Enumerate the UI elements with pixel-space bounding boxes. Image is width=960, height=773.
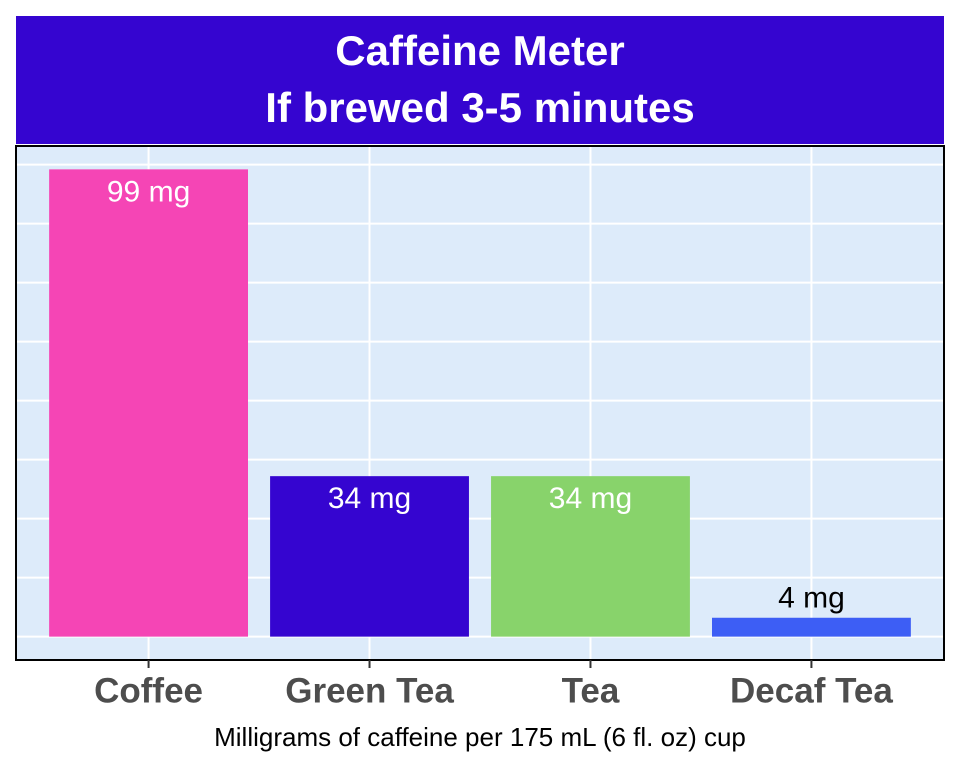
x-tick-label: Green Tea <box>285 671 454 710</box>
value-label: 99 mg <box>107 175 190 208</box>
title-band <box>16 16 944 144</box>
chart-title: Caffeine Meter <box>335 27 624 74</box>
x-tick-label: Coffee <box>94 671 203 710</box>
value-label: 4 mg <box>778 582 845 615</box>
value-label: 34 mg <box>328 482 411 515</box>
bar <box>270 476 469 637</box>
bar <box>491 476 690 637</box>
x-tick-label: Decaf Tea <box>730 671 893 710</box>
bar <box>712 617 911 637</box>
bar <box>49 169 249 637</box>
chart-subtitle: If brewed 3-5 minutes <box>265 84 694 131</box>
x-tick-label: Tea <box>562 671 620 710</box>
x-axis-title: Milligrams of caffeine per 175 mL (6 fl.… <box>214 722 746 752</box>
value-label: 34 mg <box>549 482 632 515</box>
panel-border <box>15 145 945 661</box>
